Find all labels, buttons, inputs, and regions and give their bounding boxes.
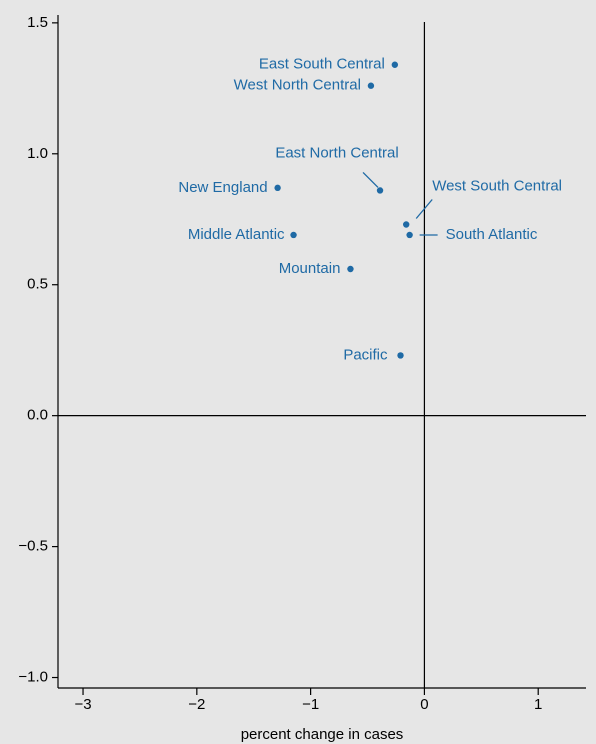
- point-label: Pacific: [343, 346, 388, 363]
- point-label: East North Central: [275, 144, 398, 161]
- point: [391, 61, 399, 68]
- x-tick-label: 1: [534, 696, 542, 713]
- y-tick-label: −1.0: [18, 668, 48, 685]
- point: [290, 231, 297, 239]
- point-label: South Atlantic: [446, 226, 538, 243]
- leader-line: [362, 171, 379, 188]
- point: [274, 184, 281, 192]
- y-tick-label: −0.5: [18, 538, 48, 555]
- leader-line: [415, 199, 433, 219]
- point-label: Mountain: [279, 260, 341, 277]
- point: [367, 82, 375, 89]
- point: [406, 231, 413, 239]
- point: [376, 187, 384, 194]
- y-tick-label: 1.0: [27, 145, 48, 162]
- point: [347, 265, 354, 273]
- point: [403, 221, 410, 228]
- x-tick-label: −2: [188, 696, 205, 713]
- point-label: West South Central: [432, 177, 562, 194]
- y-tick-label: 0.5: [27, 276, 48, 293]
- y-tick-label: 1.5: [27, 14, 48, 31]
- x-tick-label: −3: [74, 696, 91, 713]
- point: [397, 352, 404, 359]
- x-tick-label: −1: [302, 696, 319, 713]
- x-axis-label: percent change in cases: [241, 726, 404, 743]
- point-label: West North Central: [234, 77, 361, 94]
- x-tick-label: 0: [420, 696, 428, 713]
- point-label: New England: [178, 179, 267, 196]
- point-label: East South Central: [259, 56, 385, 73]
- point-label: Middle Atlantic: [188, 226, 285, 243]
- y-tick-label: 0.0: [27, 407, 48, 424]
